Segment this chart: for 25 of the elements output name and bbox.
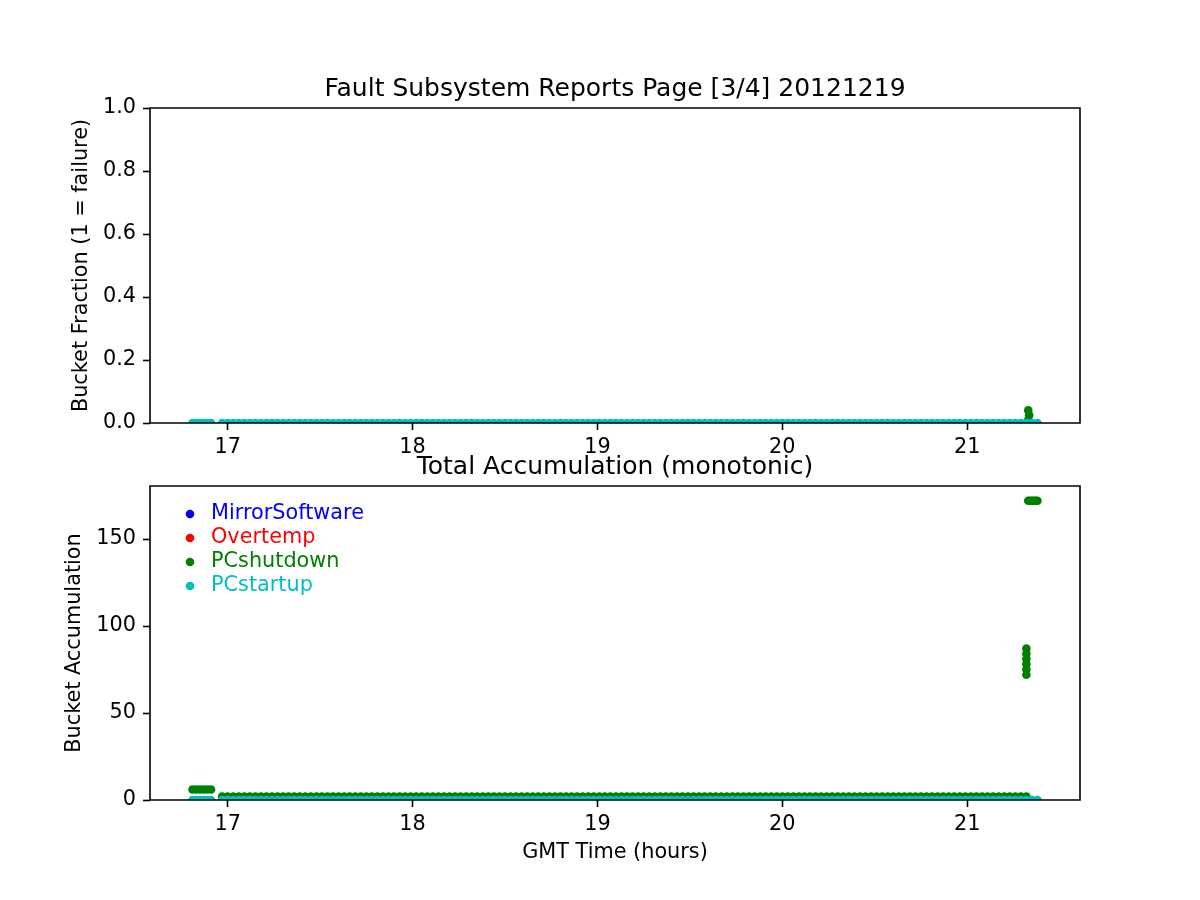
- x-tick-label: 17: [214, 810, 241, 835]
- x-tick-label: 19: [584, 810, 611, 835]
- y-tick-label: 0.4: [102, 283, 136, 308]
- x-tick-label: 18: [399, 810, 426, 835]
- x-tick-label: 20: [769, 810, 796, 835]
- legend-label: PCstartup: [211, 572, 313, 597]
- y-axis-title: Bucket Accumulation: [61, 533, 86, 753]
- x-axis-title: GMT Time (hours): [522, 839, 708, 864]
- y-tick-label: 1.0: [102, 94, 136, 119]
- chart-title: Fault Subsystem Reports Page [3/4] 20121219: [324, 72, 906, 102]
- y-tick-label: 0.8: [102, 157, 136, 182]
- y-tick-label: 100: [96, 612, 136, 637]
- y-axis-title: Bucket Fraction (1 = failure): [68, 118, 93, 413]
- x-tick-label: 21: [953, 433, 981, 458]
- y-tick-label: 0.6: [102, 220, 136, 245]
- legend-label: Overtemp: [211, 524, 316, 549]
- legend-label: PCshutdown: [211, 548, 340, 573]
- y-tick-label: 0.0: [102, 409, 136, 434]
- y-tick-label: 50: [109, 699, 136, 724]
- legend-label: MirrorSoftware: [211, 500, 364, 525]
- y-tick-label: 150: [96, 525, 136, 550]
- x-tick-label: 17: [214, 433, 241, 458]
- y-tick-label: 0.2: [102, 346, 136, 371]
- x-tick-label: 21: [953, 810, 981, 835]
- y-tick-label: 0: [122, 786, 136, 811]
